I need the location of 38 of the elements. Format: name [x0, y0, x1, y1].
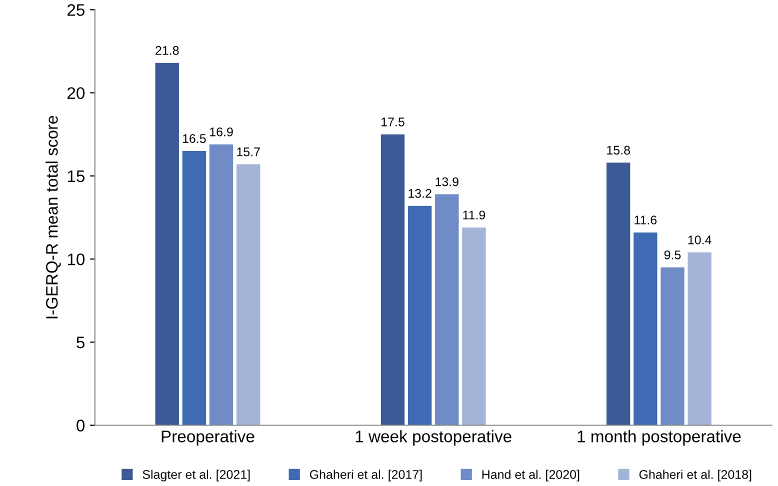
data-label: 21.8 [156, 46, 179, 55]
bar [660, 267, 684, 426]
y-tick-label: 10 [68, 253, 85, 266]
bar [236, 164, 260, 426]
data-label: 15.8 [607, 146, 630, 155]
x-tick-label: Preoperative [162, 430, 254, 446]
bar [462, 227, 486, 426]
data-label: 13.2 [408, 188, 432, 198]
bar [606, 162, 630, 426]
bar [182, 151, 206, 426]
x-tick-label: 1 week postoperative [356, 430, 512, 446]
bar [209, 144, 234, 426]
data-label: 17.5 [382, 118, 404, 126]
y-tick-label: 15 [68, 170, 84, 182]
legend-label: Hand et al. [2020] [482, 470, 580, 482]
data-label: 16.5 [182, 134, 206, 143]
y-tick-label: 20 [67, 87, 85, 100]
bar [155, 62, 179, 426]
data-label: 11.6 [634, 216, 657, 224]
data-label: 16.9 [210, 127, 233, 136]
data-label: 13.9 [436, 177, 458, 186]
legend-label: Ghaheri et al. [2017] [310, 470, 422, 482]
bar [408, 206, 432, 426]
legend-label: Ghaheri et al. [2018] [639, 470, 752, 482]
data-label: 10.4 [688, 236, 712, 244]
y-axis-title: I-GERQ-R mean total score [46, 116, 61, 318]
bar [634, 232, 658, 426]
y-tick-label: 25 [67, 4, 84, 16]
legend-label: Slagter et al. [2021] [142, 470, 250, 482]
bar [688, 252, 712, 426]
data-label: 9.5 [664, 250, 681, 260]
bar [435, 194, 459, 426]
y-tick-label: 0 [76, 420, 85, 432]
y-tick-label: 5 [76, 336, 84, 348]
data-label: 11.9 [463, 210, 486, 220]
data-label: 15.7 [237, 148, 260, 156]
bar [380, 134, 405, 426]
x-tick-label: 1 month postoperative [578, 430, 741, 446]
